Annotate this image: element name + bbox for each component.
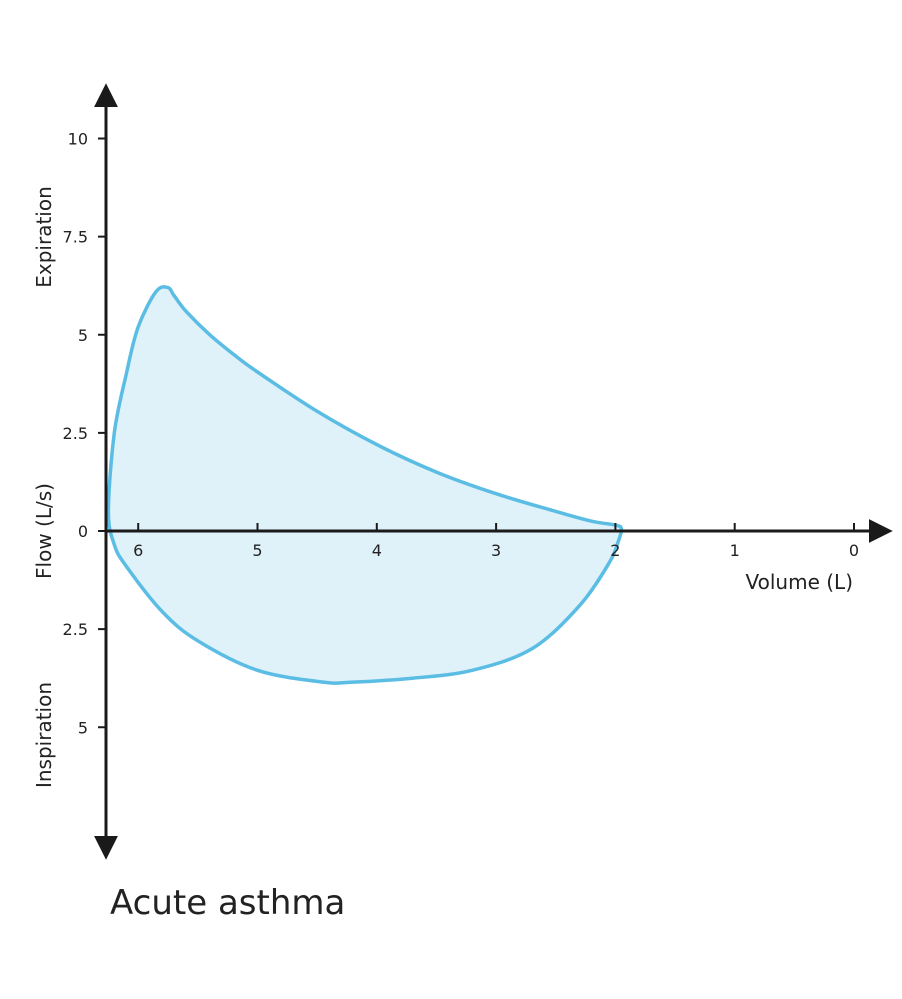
y-tick-label: 7.5 [63, 228, 88, 247]
inspiration-label: Inspiration [32, 682, 56, 788]
y-tick-label: 5 [78, 718, 88, 737]
x-tick-label: 3 [491, 541, 501, 560]
expiration-label: Expiration [32, 186, 56, 288]
x-ticks: 6 5 4 3 2 1 0 [133, 523, 859, 560]
chart-title: Acute asthma [110, 883, 345, 923]
x-tick-label: 6 [133, 541, 143, 560]
loop-area [108, 286, 622, 684]
y-ticks: 10 7.5 5 2.5 0 2.5 5 [63, 130, 106, 737]
y-tick-label: 10 [68, 130, 88, 149]
x-tick-label: 2 [610, 541, 620, 560]
y-tick-label: 2.5 [63, 620, 88, 639]
x-tick-label: 1 [730, 541, 740, 560]
y-axis-title: Flow (L/s) [32, 483, 56, 579]
x-tick-label: 5 [252, 541, 262, 560]
x-axis-title: Volume (L) [746, 570, 854, 594]
y-tick-label: 5 [78, 326, 88, 345]
y-tick-label: 0 [78, 522, 88, 541]
x-tick-label: 4 [372, 541, 382, 560]
loop-line [106, 285, 624, 685]
x-tick-label: 0 [849, 541, 859, 560]
y-tick-label: 2.5 [63, 424, 88, 443]
